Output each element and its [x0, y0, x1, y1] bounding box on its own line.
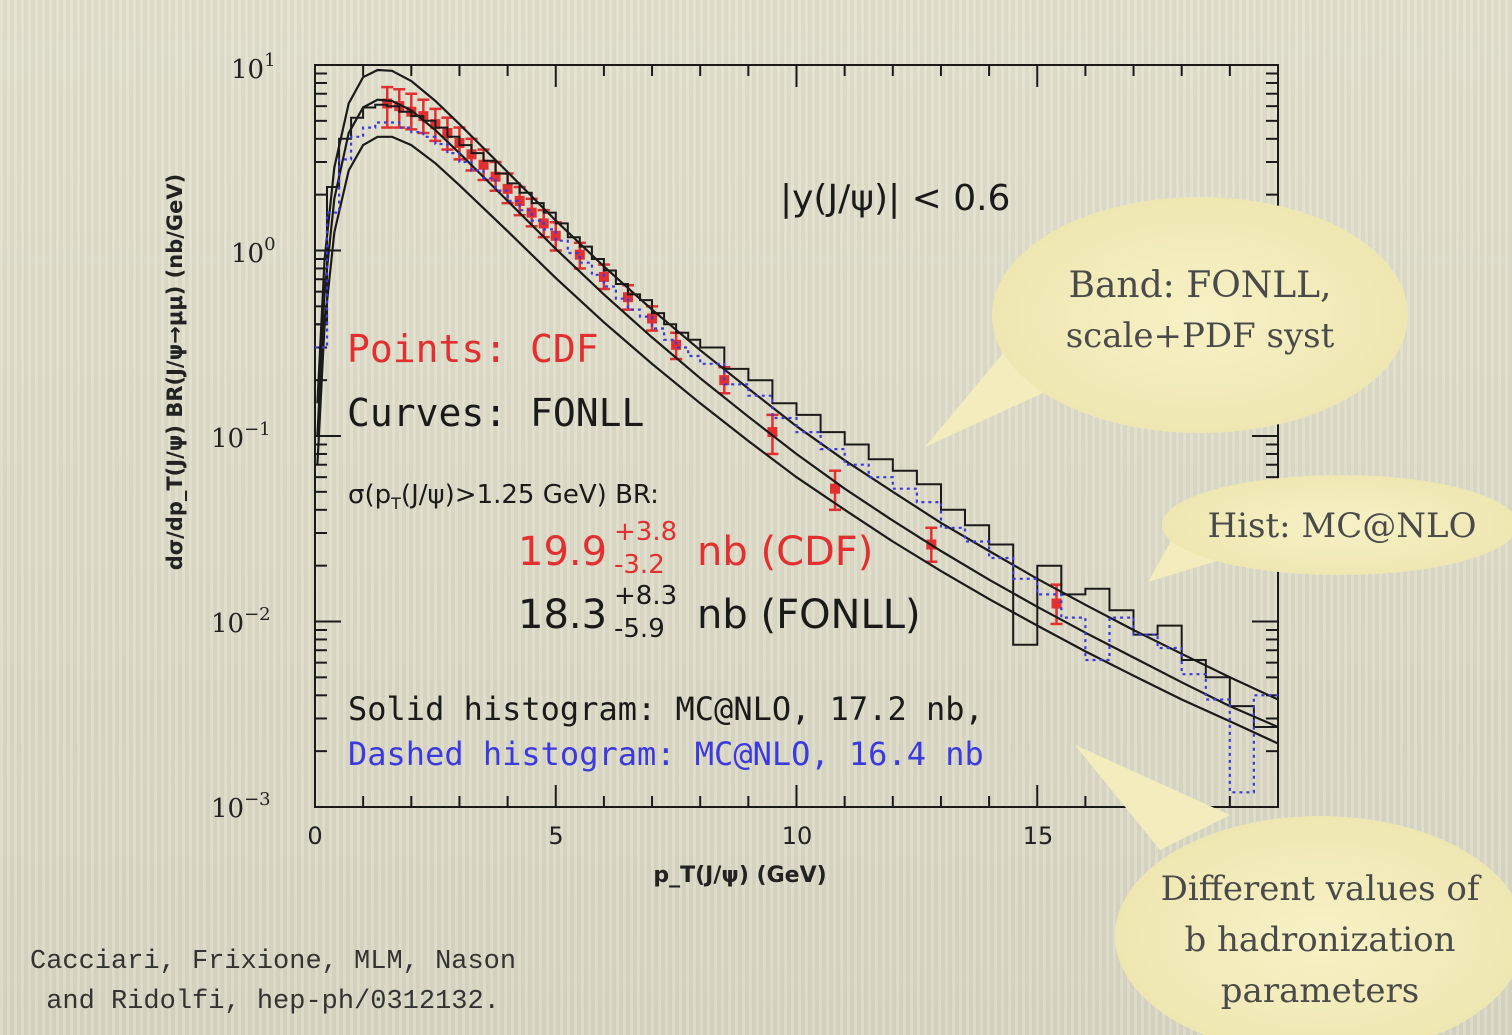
plot-area: [315, 68, 1279, 794]
solid-histogram: [315, 103, 1278, 728]
x-tick-labels: 0 5 10 15: [307, 822, 1053, 850]
x-axis-label: p_T(J/ψ) (GeV): [653, 863, 826, 888]
fonll-sub: -5.9: [614, 614, 665, 644]
fonll-value: 18.3: [518, 592, 607, 638]
cdf-marker: [490, 171, 501, 182]
hist-callout-arrow: [1148, 525, 1220, 582]
cdf-marker: [526, 207, 537, 218]
band-callout-line: Band: FONLL,: [1069, 265, 1332, 306]
cdf-marker: [466, 149, 477, 160]
cdf-marker: [671, 339, 682, 350]
cdf-sup: +3.8: [614, 517, 677, 547]
fonll-unit: nb (FONLL): [697, 592, 921, 638]
x-tick-label: 10: [782, 822, 813, 850]
cdf-marker: [550, 230, 561, 241]
y-axis-label: dσ/dp_T(J/ψ) BR(J/ψ→μμ) (nb/GeV): [163, 174, 187, 571]
rapidity-label: |y(J/ψ)| < 0.6: [780, 178, 1010, 219]
dashed-histogram: [315, 121, 1278, 794]
cdf-marker: [382, 98, 393, 109]
y-tick-label: 10−3: [211, 789, 271, 824]
fonll-sup: +8.3: [614, 581, 677, 611]
hadronization-callout-line: parameters: [1221, 971, 1419, 1011]
fonll-curve: [316, 135, 1279, 745]
fonll-curve: [316, 98, 1279, 729]
hist-callout-text: Hist: MC@NLO: [1208, 506, 1477, 546]
hadronization-callout-bubble: [1115, 816, 1512, 1035]
y-tick-label: 10−1: [211, 419, 271, 454]
cdf-marker: [514, 195, 525, 206]
dashed-histogram-label: Dashed histogram: MC@NLO, 16.4 nb: [348, 735, 984, 773]
hadronization-callout-arrow: [1075, 745, 1230, 850]
hadronization-callout-line: b hadronization: [1184, 920, 1455, 960]
cdf-marker: [830, 483, 841, 494]
cdf-marker: [598, 271, 609, 282]
hadronization-callout-line: Different values of: [1161, 869, 1482, 909]
cdf-data-point: [381, 85, 394, 129]
cdf-value: 19.9: [518, 529, 607, 575]
hist-callout-bubble: [1162, 475, 1512, 575]
cdf-marker: [502, 183, 513, 194]
cdf-marker: [767, 427, 778, 438]
cdf-marker: [478, 159, 489, 170]
fonll-cross-section: 18.3 +8.3 -5.9 nb (FONLL): [518, 581, 921, 644]
hadronization-callout: Different values of b hadronization para…: [1075, 745, 1512, 1035]
citation-line: Cacciari, Frixione, MLM, Nason: [30, 947, 517, 977]
citation: Cacciari, Frixione, MLM, Nason and Ridol…: [30, 942, 516, 1022]
y-tick-labels: 101 100 10−1 10−2 10−3: [211, 50, 276, 824]
cdf-marker: [622, 292, 633, 303]
band-callout: Band: FONLL, scale+PDF syst: [925, 197, 1408, 447]
citation-line: and Ridolfi, hep-ph/0312132.: [30, 987, 500, 1017]
band-callout-bubble: [992, 197, 1408, 433]
y-tick-label: 100: [231, 234, 276, 269]
cdf-marker: [574, 249, 585, 260]
y-tick-label: 10−2: [211, 604, 271, 639]
cdf-sub: -3.2: [614, 550, 665, 580]
cdf-marker: [1051, 598, 1062, 609]
cdf-data-point: [549, 221, 562, 252]
cdf-cross-section: 19.9 +3.8 -3.2 nb (CDF): [518, 517, 873, 580]
band-callout-line: scale+PDF syst: [1066, 316, 1335, 356]
x-tick-label: 0: [307, 822, 322, 850]
solid-histogram-label: Solid histogram: MC@NLO, 17.2 nb,: [348, 690, 984, 728]
sigma-label: σ(pT(J/ψ)>1.25 GeV) BR:: [348, 480, 659, 513]
cdf-unit: nb (CDF): [697, 529, 873, 575]
curves-label: Curves: FONLL: [347, 391, 644, 435]
y-tick-label: 101: [231, 50, 276, 85]
hist-callout: Hist: MC@NLO: [1148, 475, 1512, 582]
x-tick-label: 15: [1023, 822, 1054, 850]
points-label: Points: CDF: [347, 327, 599, 371]
x-tick-label: 5: [548, 822, 563, 850]
